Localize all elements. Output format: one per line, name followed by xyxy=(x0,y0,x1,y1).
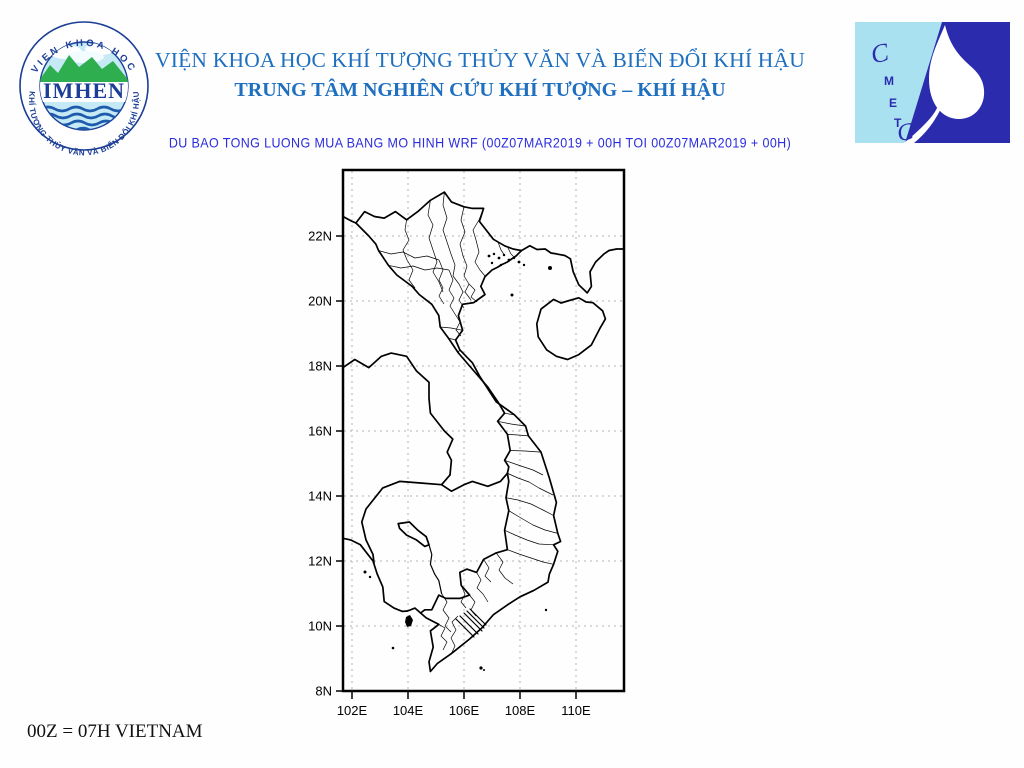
cmetc-letter-m: M xyxy=(884,74,894,88)
cmetc-letter-t: T xyxy=(894,116,902,130)
header: VIỆN KHOA HỌC KHÍ TƯỢNG THỦY VĂN VÀ BIẾN… xyxy=(140,48,820,102)
wave-line xyxy=(41,112,127,120)
islands xyxy=(363,252,552,671)
imhen-text-band xyxy=(40,82,128,102)
axis-label: 16N xyxy=(308,424,332,439)
cmetc-letter-c2: C xyxy=(895,118,917,143)
forecast-subtitle: DU BAO TONG LUONG MUA BANG MO HINH WRF (… xyxy=(168,135,792,151)
mountains xyxy=(40,55,128,82)
timezone-note: 00Z = 07H VIETNAM xyxy=(27,721,203,742)
center-title: TRUNG TÂM NGHIÊN CỨU KHÍ TƯỢNG – KHÍ HẬU xyxy=(234,79,726,101)
axis-label: 14N xyxy=(308,489,332,504)
y-axis-labels: 22N 20N 18N 16N 14N 12N 10N 8N xyxy=(308,229,332,699)
forecast-map: 22N 20N 18N 16N 14N 12N 10N 8N 102E 104E… xyxy=(308,168,626,718)
axis-label: 10N xyxy=(308,619,332,634)
province-borders xyxy=(378,192,558,654)
imhen-center-text: IMHEN xyxy=(43,78,125,103)
wave-line xyxy=(40,105,126,113)
rivers xyxy=(428,544,487,638)
imhen-logo: IMHEN VIEN KHOA HOC KHÍ TƯỢNG THỦY VĂN V… xyxy=(19,21,149,158)
cmetc-logo: C M E T C xyxy=(855,22,1010,143)
axis-label: 22N xyxy=(308,229,332,244)
cmetc-swoosh xyxy=(929,25,985,119)
axis-label: 104E xyxy=(393,703,424,718)
cmetc-swoosh-tail xyxy=(904,106,942,143)
x-axis-labels: 102E 104E 106E 108E 110E xyxy=(337,703,591,718)
axis-label: 106E xyxy=(449,703,480,718)
axis-label: 20N xyxy=(308,294,332,309)
axis-label: 8N xyxy=(315,684,332,699)
cmetc-letter-c1: C xyxy=(868,37,892,69)
axis-label: 108E xyxy=(505,703,536,718)
axis-ticks xyxy=(336,235,577,699)
coastlines-and-borders xyxy=(342,191,625,673)
axis-label: 12N xyxy=(308,554,332,569)
axis-label: 102E xyxy=(337,703,368,718)
axis-label: 18N xyxy=(308,359,332,374)
institute-title: VIỆN KHOA HỌC KHÍ TƯỢNG THỦY VĂN VÀ BIẾN… xyxy=(155,48,805,72)
axis-label: 110E xyxy=(561,703,591,718)
cmetc-letter-e: E xyxy=(889,96,897,110)
gridlines xyxy=(344,171,623,690)
